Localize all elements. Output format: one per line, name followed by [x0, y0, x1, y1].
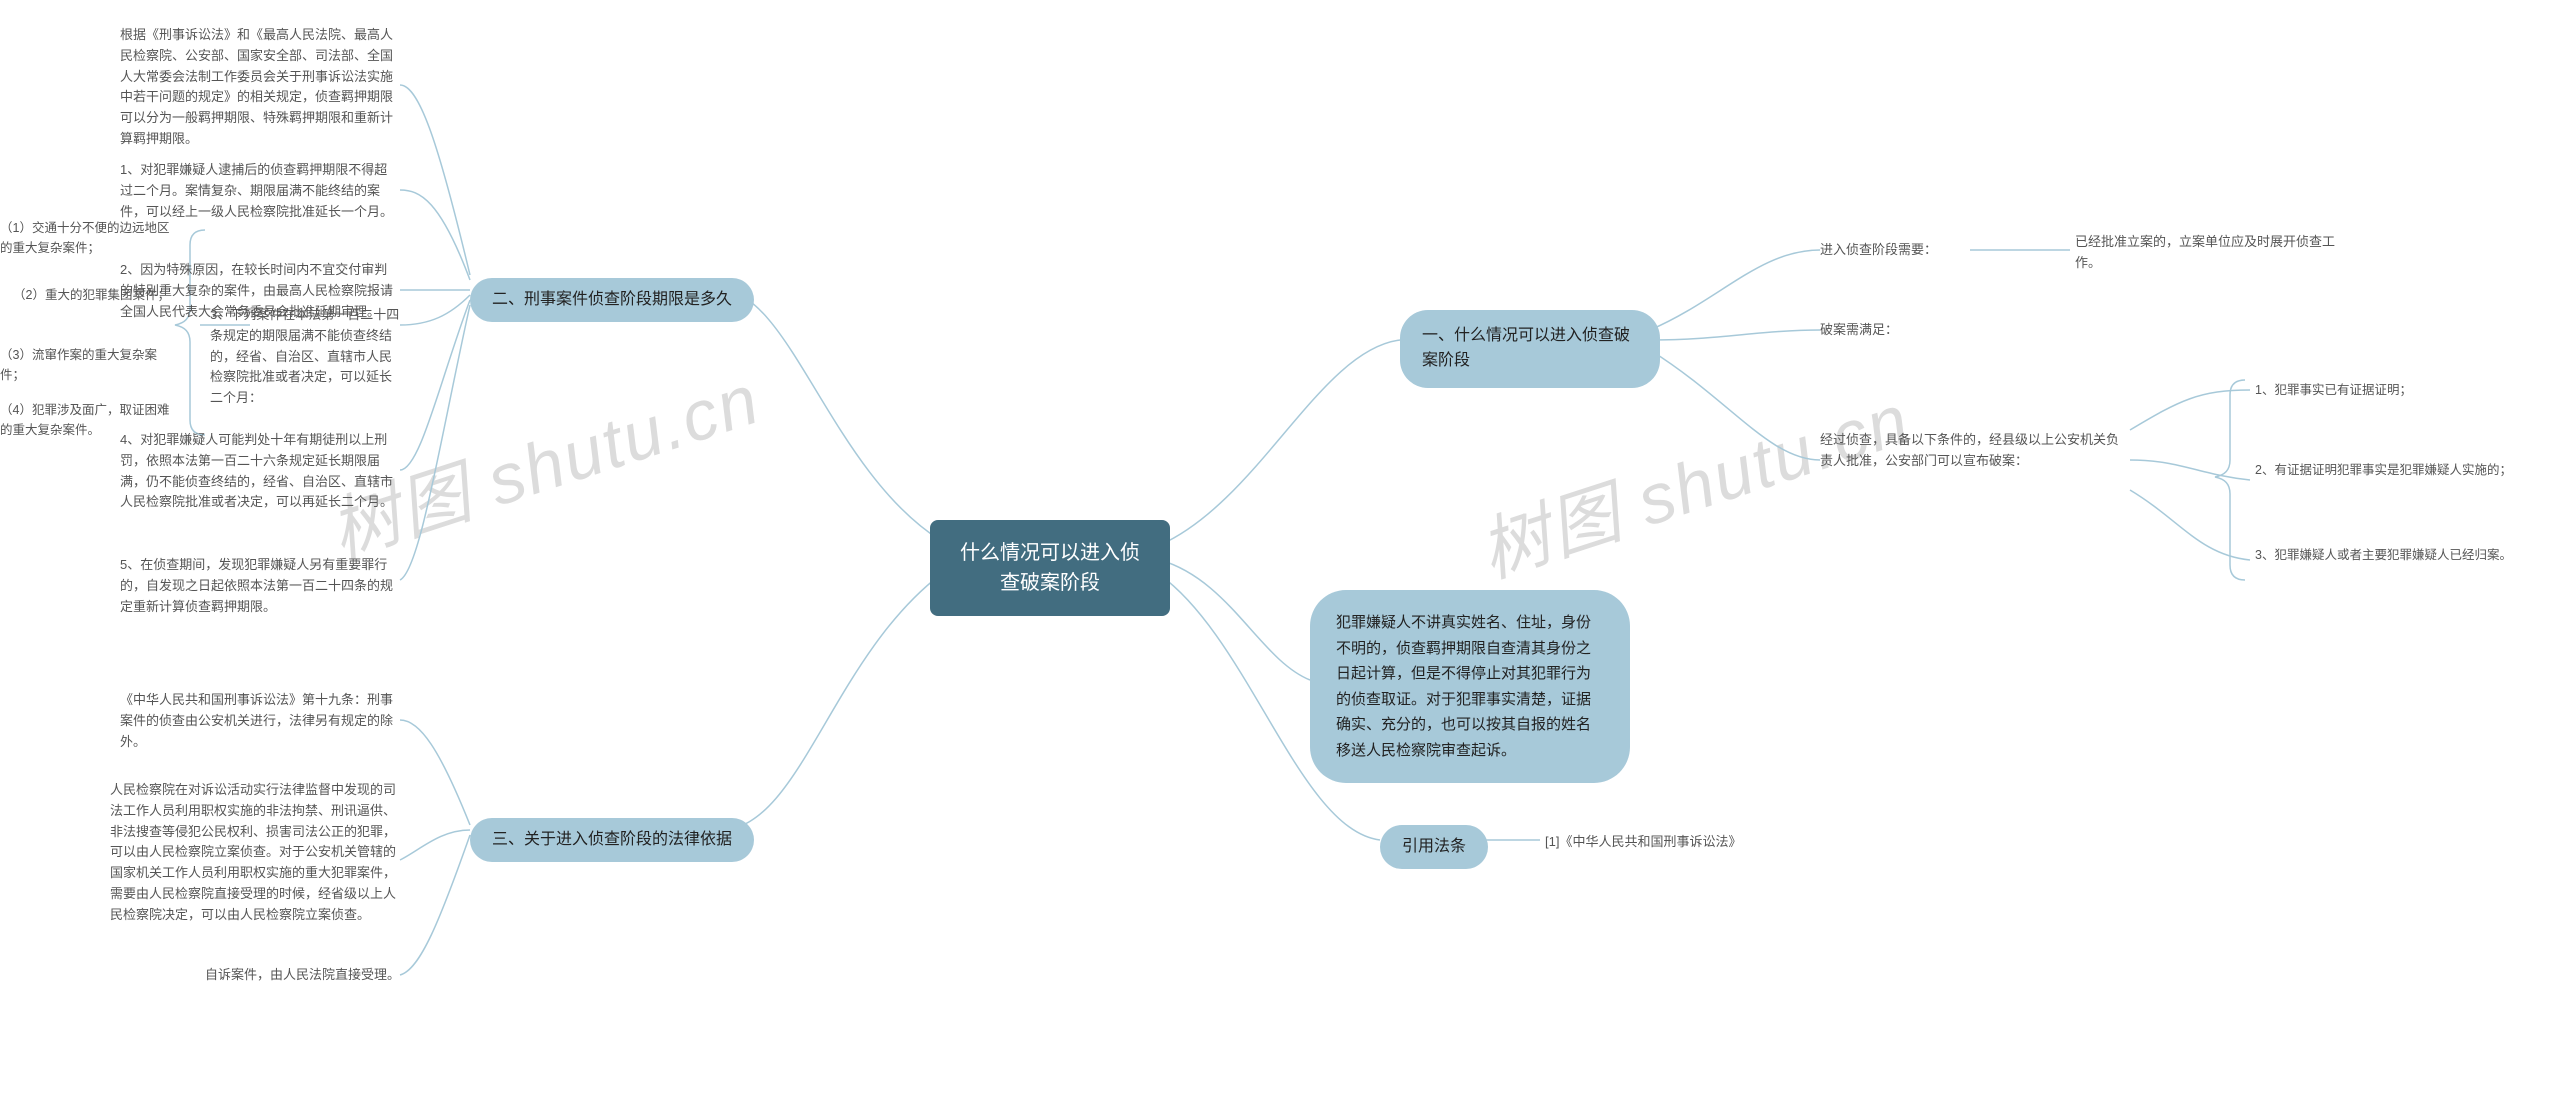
b2-n3-s2: （2）重大的犯罪集团案件；: [13, 285, 170, 305]
b2-n0: 根据《刑事诉讼法》和《最高人民法院、最高人民检察院、公安部、国家安全部、司法部、…: [120, 25, 400, 150]
b2-n3: 3、下列案件在本法第一百二十四条规定的期限届满不能侦查终结的，经省、自治区、直辖…: [210, 305, 400, 409]
r3-label: 经过侦查，具备以下条件的，经县级以上公安机关负责人批准，公安部门可以宣布破案：: [1820, 430, 2120, 472]
branch-left-3: 三、关于进入侦查阶段的法律依据: [470, 818, 754, 862]
b2-n5: 5、在侦查期间，发现犯罪嫌疑人另有重要罪行的，自发现之日起依照本法第一百二十四条…: [120, 555, 400, 617]
branch-left-2: 二、刑事案件侦查阶段期限是多久: [470, 278, 754, 322]
r3-c3: 3、犯罪嫌疑人或者主要犯罪嫌疑人已经归案。: [2255, 545, 2512, 565]
b2-n4: 4、对犯罪嫌疑人可能判处十年有期徒刑以上刑罚，依照本法第一百二十六条规定延长期限…: [120, 430, 400, 513]
branch-right-1: 一、什么情况可以进入侦查破案阶段: [1400, 310, 1660, 388]
law-item: [1]《中华人民共和国刑事诉讼法》: [1545, 832, 1741, 853]
r1-detail: 已经批准立案的，立案单位应及时展开侦查工作。: [2075, 232, 2355, 274]
r1-label: 进入侦查阶段需要：: [1820, 240, 1937, 261]
b3-n2: 人民检察院在对诉讼活动实行法律监督中发现的司法工作人员利用职权实施的非法拘禁、刑…: [110, 780, 400, 926]
r3-c2: 2、有证据证明犯罪事实是犯罪嫌疑人实施的；: [2255, 460, 2512, 480]
r3-c1: 1、犯罪事实已有证据证明；: [2255, 380, 2412, 400]
b2-n3-s1: （1）交通十分不便的边远地区的重大复杂案件；: [0, 218, 170, 258]
watermark: 树图 shutu.cn: [1465, 364, 1920, 598]
b2-n3-s3: （3）流窜作案的重大复杂案件；: [0, 345, 170, 385]
b3-n3: 自诉案件，由人民法院直接受理。: [205, 965, 400, 986]
r2-label: 破案需满足：: [1820, 320, 1898, 341]
info-bubble: 犯罪嫌疑人不讲真实姓名、住址，身份不明的，侦查羁押期限自查清其身份之日起计算，但…: [1310, 590, 1630, 783]
branch-law: 引用法条: [1380, 825, 1488, 869]
b2-n1: 1、对犯罪嫌疑人逮捕后的侦查羁押期限不得超过二个月。案情复杂、期限届满不能终结的…: [120, 160, 400, 222]
center-node: 什么情况可以进入侦查破案阶段: [930, 520, 1170, 616]
b3-n1: 《中华人民共和国刑事诉讼法》第十九条：刑事案件的侦查由公安机关进行，法律另有规定…: [120, 690, 400, 752]
